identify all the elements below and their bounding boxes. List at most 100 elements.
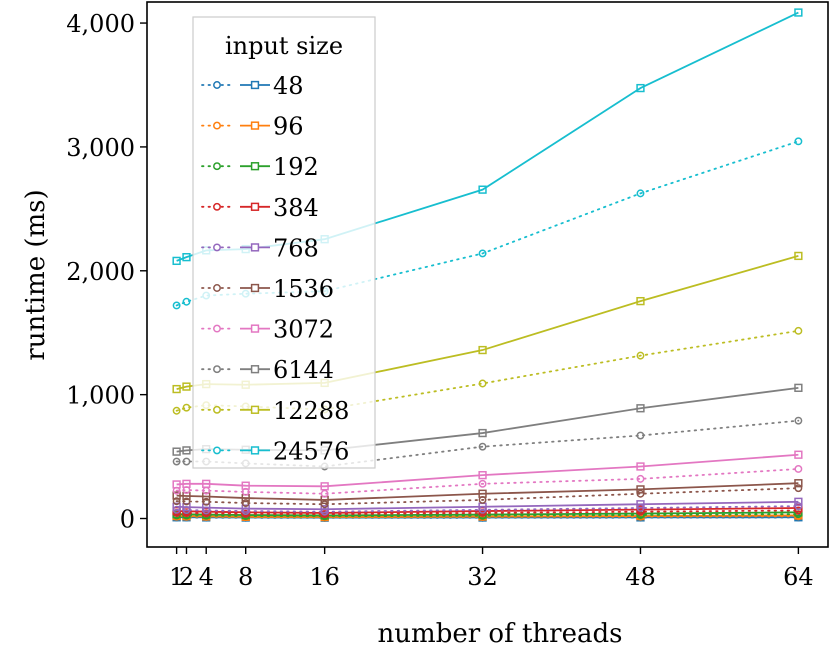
data-point-square: [478, 428, 487, 438]
x-tick-label: 1: [169, 563, 184, 591]
data-point-square: [794, 479, 803, 488]
data-point-square: [478, 345, 487, 355]
data-point-square: [172, 384, 181, 394]
data-point-square: [636, 404, 645, 413]
data-point-square: [320, 505, 329, 514]
legend-item: 768: [201, 234, 319, 262]
data-point-square: [794, 251, 803, 261]
data-point-square: [172, 491, 181, 500]
legend-item: 192: [201, 153, 319, 181]
data-point-square: [182, 253, 191, 262]
data-point-square: [182, 382, 191, 391]
legend-circle-marker: [213, 324, 221, 333]
data-point-circle: [636, 189, 645, 198]
series-1536: [172, 479, 803, 509]
legend-square-marker: [250, 365, 260, 374]
data-point-square: [202, 503, 211, 512]
legend-circle-marker: [213, 365, 221, 374]
y-tick-label: 0: [120, 506, 135, 534]
x-tick-label: 2: [179, 563, 194, 591]
legend-square-marker: [250, 80, 260, 90]
series-line-dotted: [175, 487, 800, 506]
data-point-circle: [636, 489, 645, 498]
data-point-circle: [478, 379, 487, 388]
legend-item: 48: [201, 72, 304, 100]
legend-entries: 48 96 192 384 768 1536 3072 6144 12288 24576: [201, 72, 349, 465]
x-tick-label: 48: [625, 563, 656, 591]
legend-label: 192: [273, 153, 319, 181]
data-point-square: [636, 500, 645, 509]
legend-circle-marker: [213, 446, 221, 455]
legend-square-marker: [250, 405, 260, 414]
legend-label: 768: [273, 234, 319, 262]
x-tick-label: 4: [199, 563, 214, 591]
legend-label: 12288: [273, 397, 349, 425]
data-point-square: [320, 482, 329, 491]
data-point-square: [241, 504, 250, 513]
series-3072: [172, 450, 803, 498]
legend-square-marker: [250, 121, 260, 130]
data-point-circle: [182, 297, 191, 306]
legend-label: 48: [273, 72, 304, 100]
plot-frame: [146, 1, 829, 548]
data-point-square: [241, 481, 250, 490]
legend-label: 24576: [273, 437, 349, 465]
data-point-circle: [794, 326, 803, 335]
data-point-circle: [794, 502, 803, 511]
data-point-square: [636, 485, 645, 494]
legend-circle-marker: [213, 81, 221, 89]
data-point-square: [794, 8, 803, 17]
legend-square-marker: [250, 446, 260, 455]
data-point-square: [202, 492, 211, 501]
data-point-circle: [794, 484, 803, 493]
series-768: [172, 497, 803, 516]
data-point-circle: [172, 301, 181, 310]
data-point-square: [182, 446, 191, 455]
legend-label: 384: [273, 194, 319, 222]
legend-circle-marker: [213, 243, 221, 252]
data-point-circle: [636, 351, 645, 360]
x-tick-label: 64: [783, 563, 814, 591]
data-point-circle: [636, 431, 645, 440]
legend-circle-marker: [213, 162, 221, 171]
data-point-circle: [182, 457, 191, 466]
legend-square-marker: [250, 324, 260, 333]
y-tick-label: 2,000: [66, 258, 135, 286]
legend-square-marker: [250, 162, 260, 171]
data-point-square: [794, 383, 803, 392]
data-point-circle: [241, 499, 250, 507]
data-point-square: [172, 480, 181, 489]
legend-box: [192, 16, 376, 469]
data-point-circle: [636, 474, 645, 483]
legend-item: 96: [201, 113, 304, 141]
legend-square-marker: [250, 283, 260, 293]
y-axis-title: runtime (ms): [21, 189, 51, 360]
legend-title: input size: [225, 32, 343, 60]
y-tick-label: 3,000: [66, 134, 135, 162]
data-point-circle: [320, 500, 329, 509]
data-point-circle: [320, 489, 329, 498]
legend-item: 1536: [201, 275, 334, 303]
y-tick-label: 1,000: [66, 382, 135, 410]
data-point-circle: [172, 497, 181, 506]
data-point-circle: [794, 465, 803, 473]
y-tick-label: 4,000: [66, 10, 135, 38]
data-point-square: [182, 502, 191, 512]
data-point-circle: [182, 497, 191, 506]
data-point-square: [636, 462, 645, 471]
data-point-square: [172, 256, 181, 266]
data-point-square: [202, 479, 211, 488]
legend-item: 384: [201, 194, 319, 222]
data-point-circle: [172, 406, 181, 415]
data-point-square: [478, 489, 487, 498]
data-point-square: [794, 450, 803, 459]
legend-circle-marker: [213, 405, 221, 414]
legend-item: 12288: [201, 397, 349, 425]
legend-circle-marker: [213, 284, 221, 292]
legend-label: 3072: [273, 316, 334, 344]
legend-item: 6144: [201, 356, 334, 384]
legend: input size 48 96 192 384 768 1536 3072 6144 1228…: [192, 16, 376, 469]
data-point-square: [636, 296, 645, 306]
legend-label: 96: [273, 113, 304, 141]
